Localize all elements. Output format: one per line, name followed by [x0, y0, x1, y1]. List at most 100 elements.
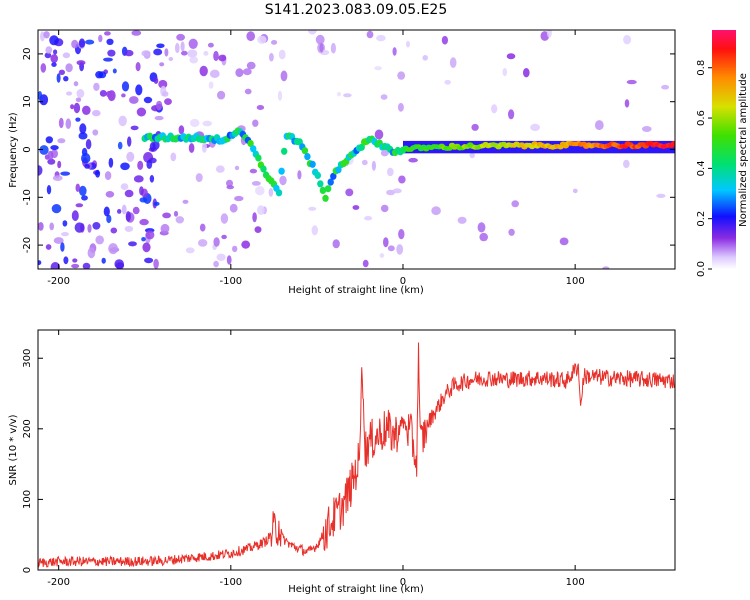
spectrogram-noise-cell	[530, 123, 540, 131]
spectrogram-noise-cell	[199, 223, 206, 232]
spectrogram-noise-cell	[38, 260, 42, 265]
spectrogram-noise-cell	[39, 145, 49, 155]
spectrogram-noise-cell	[124, 189, 134, 198]
y-tick-label: 100	[22, 490, 33, 509]
spectrogram-noise-cell	[195, 173, 203, 183]
spectrogram-noise-cell	[226, 255, 232, 265]
x-tick-label: 100	[566, 276, 585, 287]
spectrogram-noise-cell	[95, 169, 101, 178]
spectrogram-noise-cell	[70, 104, 75, 110]
spectrogram-noise-cell	[74, 222, 85, 233]
spectrogram-noise-cell	[208, 81, 214, 89]
spectrogram-noise-cell	[45, 136, 53, 144]
colorbar-tick-label: 0.2	[696, 211, 707, 227]
y-tick-label: 10	[22, 95, 33, 108]
spectrogram-noise-cell	[149, 175, 155, 183]
spectrogram-noise-cell	[93, 82, 100, 91]
spectrogram-noise-cell	[594, 120, 604, 131]
spectrogram-noise-cell	[60, 171, 71, 176]
spectrogram-noise-cell	[491, 104, 498, 114]
spectrogram-noise-cell	[508, 228, 515, 236]
spectrogram-noise-cell	[241, 240, 251, 249]
spectrogram-noise-cell	[164, 98, 172, 105]
spectrogram-noise-cell	[56, 73, 61, 83]
spectrogram-ridge-cell	[255, 154, 262, 162]
x-tick-label: 0	[400, 276, 406, 287]
spectrogram-noise-cell	[57, 160, 62, 169]
spectrogram-noise-cell	[108, 157, 114, 168]
snr-plot-area	[38, 330, 675, 570]
spectrogram-noise-cell	[75, 117, 81, 122]
spectrogram-noise-cell	[380, 149, 389, 157]
spectrogram-noise-cell	[45, 244, 52, 250]
spectrogram-noise-cell	[269, 52, 274, 62]
y-tick-label: 200	[22, 419, 33, 438]
spectrogram-noise-cell	[124, 225, 134, 232]
spectrogram-noise-cell	[162, 91, 169, 97]
spectrogram-noise-cell	[656, 193, 666, 198]
spectrogram-noise-cell	[315, 34, 325, 45]
spectrogram-noise-cell	[246, 61, 256, 70]
spectrogram-noise-cell	[71, 210, 79, 222]
spectrogram-noise-cell	[376, 34, 386, 42]
spectrogram-noise-cell	[602, 266, 610, 269]
spectrogram-noise-cell	[75, 97, 82, 103]
spectrogram-ridge-cell	[314, 171, 321, 179]
spectrogram-noise-cell	[44, 52, 52, 59]
spectrogram-noise-cell	[246, 31, 255, 42]
spectrogram-noise-cell	[98, 34, 103, 43]
spectrogram-noise-cell	[130, 125, 139, 131]
spectrogram-noise-cell	[257, 205, 265, 216]
spectrogram-noise-cell	[57, 138, 66, 144]
spectrogram-noise-cell	[220, 213, 229, 224]
spectrogram-noise-cell	[187, 49, 198, 58]
spectrogram-noise-cell	[221, 234, 227, 240]
spectrogram-noise-cell	[308, 206, 317, 211]
spectrogram-noise-cell	[387, 245, 395, 252]
spectrogram-noise-cell	[50, 145, 59, 151]
spectrogram-noise-cell	[84, 164, 90, 169]
spectrogram-ridge-cell	[330, 172, 337, 180]
spectrogram-noise-cell	[62, 52, 71, 59]
spectrogram-noise-cell	[40, 63, 47, 73]
colorbar-tick-label: 0.6	[696, 110, 707, 126]
y-tick-label: 0	[22, 146, 33, 152]
spectrogram-noise-cell	[234, 165, 240, 171]
spectrogram-noise-cell	[153, 77, 159, 84]
spectrogram-noise-cell	[136, 107, 147, 117]
spectrogram-noise-cell	[133, 175, 144, 183]
spectrogram-noise-cell	[252, 119, 259, 127]
spectrogram-noise-cell	[47, 158, 56, 165]
spectrogram-noise-cell	[137, 160, 144, 170]
spectrogram-noise-cell	[362, 259, 369, 268]
spectrogram-noise-cell	[457, 216, 467, 224]
spectrogram-noise-cell	[226, 179, 233, 187]
spectrogram-noise-cell	[397, 102, 404, 112]
spectrogram-noise-cell	[175, 216, 184, 224]
spectrogram-noise-cell	[477, 222, 486, 233]
spectrogram-noise-cell	[135, 84, 143, 96]
spectrogram-noise-cell	[127, 136, 132, 147]
spectrogram-noise-cell	[49, 35, 59, 46]
spectrogram-noise-cell	[75, 203, 84, 208]
spectrogram-noise-cell	[352, 205, 360, 210]
spectrogram-noise-cell	[155, 100, 163, 111]
spectrogram-noise-cell	[51, 62, 57, 67]
spectrogram-noise-cell	[120, 162, 130, 171]
spectrogram-noise-cell	[95, 71, 103, 79]
spectrogram-noise-cell	[154, 115, 164, 121]
spectrogram-noise-cell	[78, 38, 86, 48]
spectrogram-noise-cell	[661, 84, 670, 90]
spectrogram-noise-cell	[141, 50, 151, 57]
spectrogram-noise-cell	[345, 188, 354, 197]
spectrogram-noise-cell	[280, 70, 288, 82]
spectrogram-noise-cell	[444, 79, 452, 85]
spectrogram-noise-cell	[73, 102, 81, 114]
spectrogram-noise-cell	[397, 71, 406, 80]
spectrogram-noise-cell	[559, 237, 569, 246]
spectrogram-noise-cell	[215, 165, 225, 173]
spectrogram-noise-cell	[107, 49, 116, 57]
spectrogram-noise-cell	[71, 39, 79, 49]
spectrogram-noise-cell	[153, 258, 159, 269]
